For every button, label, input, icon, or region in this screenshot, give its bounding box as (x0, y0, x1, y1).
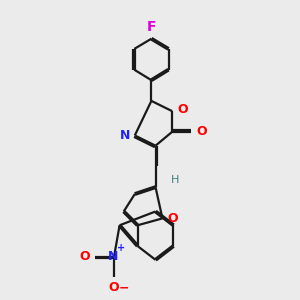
Text: +: + (117, 243, 125, 253)
Text: F: F (147, 20, 156, 34)
Text: O: O (196, 125, 207, 138)
Text: O: O (177, 103, 188, 116)
Text: O: O (109, 281, 119, 294)
Text: O: O (79, 250, 90, 263)
Text: H: H (171, 175, 179, 185)
Text: −: − (119, 281, 130, 294)
Text: N: N (119, 129, 130, 142)
Text: O: O (167, 212, 178, 225)
Text: N: N (107, 250, 118, 263)
